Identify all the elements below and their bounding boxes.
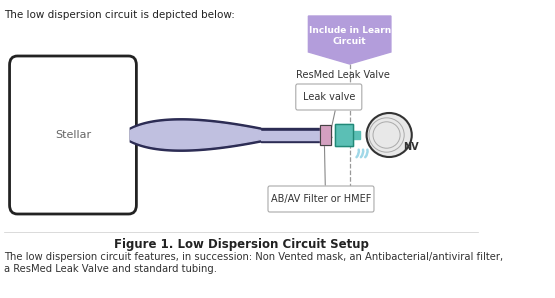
Bar [352, 131, 360, 139]
Text: Include in Learn
Circuit: Include in Learn Circuit [309, 26, 391, 46]
Text: The low dispersion circuit is depicted below:: The low dispersion circuit is depicted b… [4, 10, 235, 20]
Text: AB/AV Filter or HMEF: AB/AV Filter or HMEF [271, 194, 371, 204]
Text: Leak valve: Leak valve [302, 92, 355, 102]
Bar [320, 125, 331, 145]
Text: NV: NV [403, 142, 418, 152]
Polygon shape [130, 119, 261, 151]
FancyBboxPatch shape [296, 84, 362, 110]
Bar [335, 124, 352, 146]
Text: Stellar: Stellar [55, 130, 91, 140]
FancyBboxPatch shape [9, 56, 137, 214]
Text: ResMed Leak Valve: ResMed Leak Valve [296, 70, 390, 80]
FancyBboxPatch shape [268, 186, 374, 212]
Bar [335, 124, 352, 146]
Ellipse shape [367, 113, 412, 157]
Bar [320, 125, 331, 145]
Text: Figure 1. Low Dispersion Circuit Setup: Figure 1. Low Dispersion Circuit Setup [114, 238, 369, 251]
Polygon shape [309, 16, 391, 64]
Polygon shape [130, 121, 261, 149]
Text: The low dispersion circuit features, in succession: Non Vented mask, an Antibact: The low dispersion circuit features, in … [4, 252, 503, 274]
